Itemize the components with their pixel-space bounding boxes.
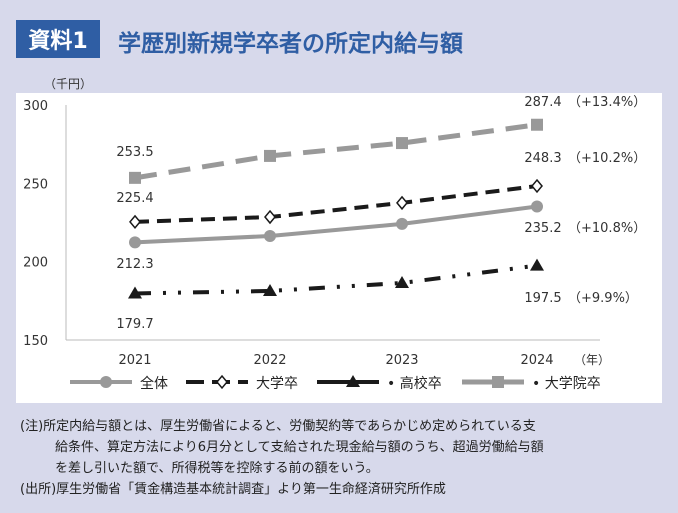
series-line-大学卒	[134, 184, 538, 224]
note-line: 給条件、算定方法により6月分として支給された現金給与額のうち、超過労働給与額	[55, 440, 544, 455]
x-axis-label: （年）	[574, 353, 610, 367]
data-point	[531, 200, 543, 213]
notes: (注)所定内給与額とは、厚生労働省によると、労働契約等であらかじめ定められている…	[20, 416, 670, 500]
legend-label: • 大学院卒	[532, 376, 601, 392]
data-point	[396, 195, 408, 211]
data-point	[264, 229, 276, 242]
y-tick-label: 250	[23, 177, 48, 192]
x-tick-label: 2021	[118, 353, 151, 368]
legend-label: 全体	[140, 375, 168, 392]
figure-badge: 資料1	[16, 20, 100, 58]
note-line: (注)所定内給与額とは、厚生労働省によると、労働契約等であらかじめ定められている…	[20, 419, 536, 434]
y-tick-label: 300	[23, 99, 48, 114]
data-label: 212.3	[116, 257, 153, 272]
data-point	[396, 137, 408, 150]
data-point	[129, 171, 141, 184]
data-label: 225.4	[116, 191, 153, 206]
x-tick-label: 2023	[385, 353, 418, 368]
x-tick-label: 2024	[520, 353, 553, 368]
note-line: を差し引いた額で、所得税等を控除する前の額をいう。	[55, 461, 379, 476]
data-point	[264, 149, 276, 162]
data-point	[531, 178, 543, 194]
data-point	[264, 209, 276, 225]
source-note: (出所)厚生労働省「賃金構造基本統計調査」より第一生命経済研究所作成	[20, 482, 446, 497]
figure-title: 学歴別新規学卒者の所定内給与額	[118, 31, 463, 57]
change-label: （+10.2%）	[568, 151, 646, 166]
data-label: 197.5	[524, 291, 561, 306]
data-point	[531, 118, 543, 131]
data-label: 287.4	[524, 95, 561, 110]
change-label: （+10.8%）	[568, 221, 646, 236]
y-tick-label: 150	[23, 334, 48, 349]
data-point	[395, 275, 409, 288]
data-point	[396, 217, 408, 230]
y-axis-label: （千円）	[44, 77, 92, 91]
series-line-全体	[134, 204, 538, 245]
change-label: （+13.4%）	[568, 95, 646, 110]
legend-marker	[492, 376, 504, 388]
legend-marker	[346, 375, 360, 387]
series-line-大学院卒	[134, 122, 538, 181]
x-tick-label: 2022	[253, 353, 286, 368]
data-point	[129, 236, 141, 249]
data-label: 253.5	[116, 145, 153, 160]
data-point	[530, 258, 544, 271]
change-label: （+9.9%）	[568, 291, 638, 306]
data-point	[263, 283, 277, 296]
data-label: 179.7	[116, 317, 153, 332]
legend-label: 大学卒	[256, 376, 298, 392]
series-line-高校卒	[134, 263, 538, 296]
chart-panel	[16, 93, 662, 403]
legend-label: • 高校卒	[387, 375, 442, 392]
data-label: 248.3	[524, 151, 561, 166]
legend-marker	[216, 374, 228, 390]
data-point	[128, 286, 142, 299]
data-label: 235.2	[524, 221, 561, 236]
y-tick-label: 200	[23, 256, 48, 271]
data-point	[129, 214, 141, 230]
legend-marker	[100, 376, 112, 388]
